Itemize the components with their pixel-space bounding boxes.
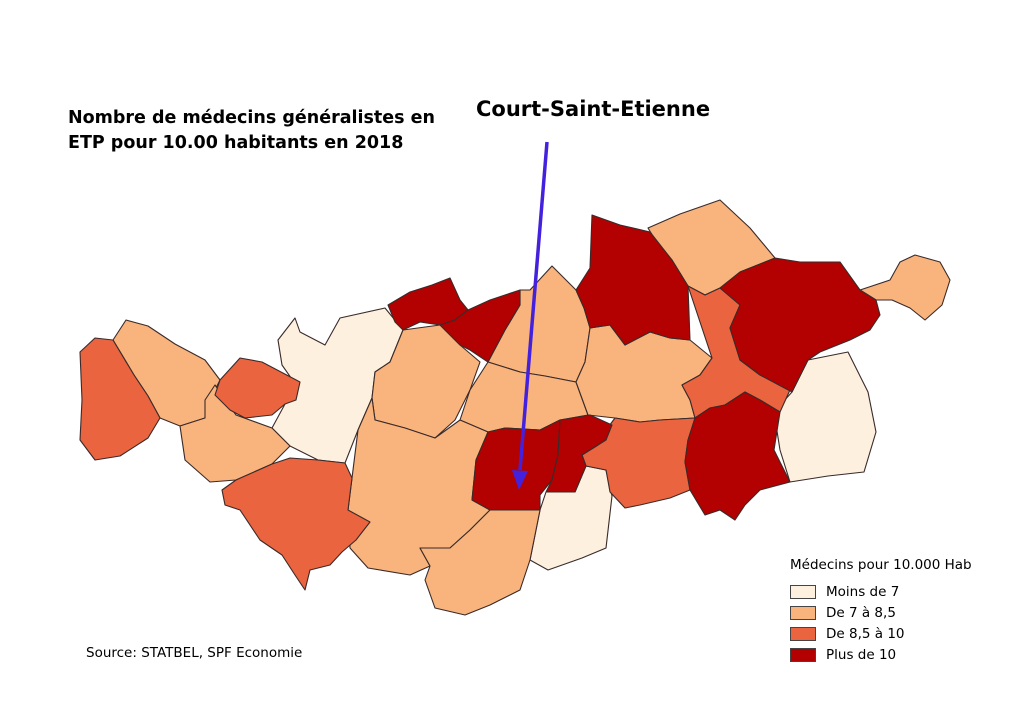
class-plus-de-10 — [387, 214, 881, 521]
commune-south[interactable] — [419, 509, 541, 616]
class-8-5-10 — [79, 285, 791, 591]
map-title: Nombre de médecins généralistes en ETP p… — [68, 108, 435, 153]
legend-item-7-8-5: De 7 à 8,5 — [790, 602, 972, 623]
legend-swatch — [790, 626, 816, 641]
legend-swatch — [790, 647, 816, 662]
legend: Médecins pour 10.000 Hab Moins de 7 De 7… — [790, 557, 972, 665]
legend-label: De 8,5 à 10 — [826, 625, 905, 642]
commune-north-2[interactable] — [439, 289, 521, 363]
arrow-head — [512, 470, 528, 490]
source-note: Source: STATBEL, SPF Economie — [86, 645, 303, 661]
legend-swatch — [790, 584, 816, 599]
commune-north-3[interactable] — [575, 214, 691, 346]
legend-swatch — [790, 605, 816, 620]
commune-west-red[interactable] — [214, 357, 301, 419]
class-moins-de-7 — [271, 307, 877, 571]
legend-item-moins-de-7: Moins de 7 — [790, 581, 972, 602]
commune-east-large-red[interactable] — [684, 391, 791, 521]
legend-label: Moins de 7 — [826, 583, 900, 600]
callout-label: Court-Saint-Etienne — [476, 97, 711, 121]
legend-title: Médecins pour 10.000 Hab — [790, 557, 972, 573]
callout-arrow — [512, 141, 549, 490]
commune-far-east[interactable] — [859, 254, 951, 321]
legend-item-8-5-10: De 8,5 à 10 — [790, 623, 972, 644]
commune-far-west[interactable] — [79, 337, 161, 461]
commune-north-east-red[interactable] — [719, 257, 881, 393]
legend-label: De 7 à 8,5 — [826, 604, 896, 621]
commune-court-saint-etienne[interactable] — [471, 419, 561, 511]
legend-label: Plus de 10 — [826, 646, 897, 663]
commune-south-center-red[interactable] — [545, 414, 613, 493]
commune-south-west[interactable] — [221, 457, 371, 591]
legend-item-plus-de-10: Plus de 10 — [790, 644, 972, 665]
class-7-8-5 — [112, 199, 951, 616]
